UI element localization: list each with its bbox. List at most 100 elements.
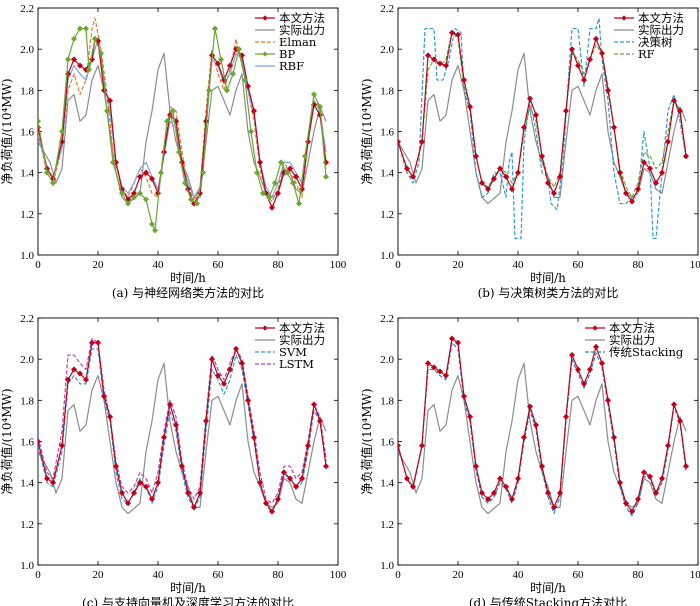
- chart-panel-d: 1.0 1.2 1.4 1.6 1.8 2.0 2.2 0 20 40 60 80 100 时间/h 净负荷…: [359, 313, 700, 606]
- data-point: [658, 475, 666, 482]
- y-tick-label: 1.0: [380, 560, 394, 572]
- x-tick-label: 80: [273, 569, 285, 581]
- x-tick-label: 60: [573, 569, 585, 581]
- panel-caption: (a) 与神经网络类方法的对比: [112, 285, 264, 300]
- data-point: [49, 479, 57, 486]
- data-point: [70, 56, 78, 63]
- data-point: [304, 442, 312, 449]
- data-point: [64, 56, 72, 63]
- data-point: [280, 469, 288, 476]
- data-point: [409, 173, 417, 180]
- legend-label: 传统Stacking: [609, 345, 684, 359]
- data-point: [496, 475, 504, 482]
- data-point: [550, 190, 558, 197]
- data-point: [244, 83, 252, 90]
- data-point: [436, 60, 444, 67]
- series-实际出力: [398, 52, 687, 205]
- data-point: [628, 508, 636, 515]
- data-point: [202, 118, 210, 125]
- data-point: [454, 31, 462, 38]
- data-point: [88, 339, 96, 346]
- data-point: [526, 403, 534, 410]
- data-point: [676, 417, 684, 424]
- data-point: [478, 179, 486, 186]
- data-point: [202, 417, 210, 424]
- x-tick-label: 20: [453, 569, 465, 581]
- data-point: [442, 372, 450, 379]
- data-point: [43, 475, 51, 482]
- data-point: [592, 343, 600, 350]
- data-point: [172, 422, 180, 429]
- data-point: [217, 56, 225, 63]
- y-axis-label: 净负荷值/(10⁴MW): [359, 78, 374, 184]
- data-point: [424, 52, 432, 59]
- y-tick-label: 1.2: [20, 209, 34, 221]
- legend-label: BP: [279, 47, 295, 61]
- y-tick-label: 1.6: [20, 437, 34, 449]
- y-tick-label: 1.6: [380, 127, 394, 139]
- data-point: [310, 401, 318, 408]
- data-point: [76, 25, 84, 32]
- y-tick-label: 1.0: [20, 250, 34, 262]
- data-point: [38, 438, 42, 445]
- data-point: [610, 124, 618, 131]
- series-LSTM: [38, 337, 327, 504]
- x-tick-label: 100: [330, 259, 347, 271]
- y-tick-label: 1.8: [20, 395, 34, 407]
- data-point: [592, 35, 600, 42]
- data-point: [532, 112, 540, 119]
- data-point: [646, 473, 654, 480]
- series-line: [398, 52, 687, 205]
- data-point: [148, 221, 156, 228]
- legend-marker: [592, 325, 598, 331]
- data-point: [484, 496, 492, 503]
- data-point: [124, 500, 132, 507]
- x-tick-label: 40: [513, 259, 525, 271]
- x-tick-label: 100: [690, 259, 700, 271]
- data-point: [58, 442, 66, 449]
- data-point: [640, 159, 648, 166]
- data-point: [670, 97, 678, 104]
- series-本文方法: [38, 339, 330, 515]
- data-point: [226, 366, 234, 373]
- data-point: [136, 479, 144, 486]
- data-point: [448, 335, 456, 342]
- data-point: [628, 198, 636, 205]
- x-axis-label: 时间/h: [170, 581, 206, 595]
- x-tick-label: 20: [93, 259, 105, 271]
- x-tick-label: 20: [453, 259, 465, 271]
- data-point: [652, 179, 660, 186]
- data-point: [118, 190, 126, 197]
- data-point: [490, 175, 498, 182]
- y-tick-label: 2.2: [20, 3, 34, 15]
- series-本文方法: [398, 29, 690, 205]
- x-tick-label: 60: [573, 259, 585, 271]
- series-实际出力: [38, 362, 327, 515]
- data-point: [598, 50, 606, 57]
- data-point: [616, 169, 624, 176]
- data-point: [562, 107, 570, 114]
- data-point: [398, 442, 402, 449]
- data-point: [43, 169, 51, 176]
- data-point: [286, 475, 294, 482]
- data-point: [646, 165, 654, 172]
- data-point: [58, 128, 66, 135]
- data-point: [229, 70, 237, 77]
- data-point: [490, 489, 498, 496]
- data-point: [166, 401, 174, 408]
- data-point: [142, 483, 150, 490]
- data-point: [91, 35, 99, 42]
- legend-label: Elman: [279, 35, 317, 49]
- y-tick-label: 1.8: [380, 85, 394, 97]
- y-axis-label: 净负荷值/(10⁴MW): [0, 78, 14, 184]
- y-tick-label: 2.2: [380, 313, 394, 325]
- data-point: [502, 483, 510, 490]
- data-point: [163, 118, 171, 125]
- data-point: [214, 372, 222, 379]
- data-point: [193, 200, 201, 207]
- legend-label: 本文方法: [279, 321, 325, 335]
- data-point: [454, 339, 462, 346]
- series-line: [38, 17, 327, 203]
- data-point: [169, 107, 177, 114]
